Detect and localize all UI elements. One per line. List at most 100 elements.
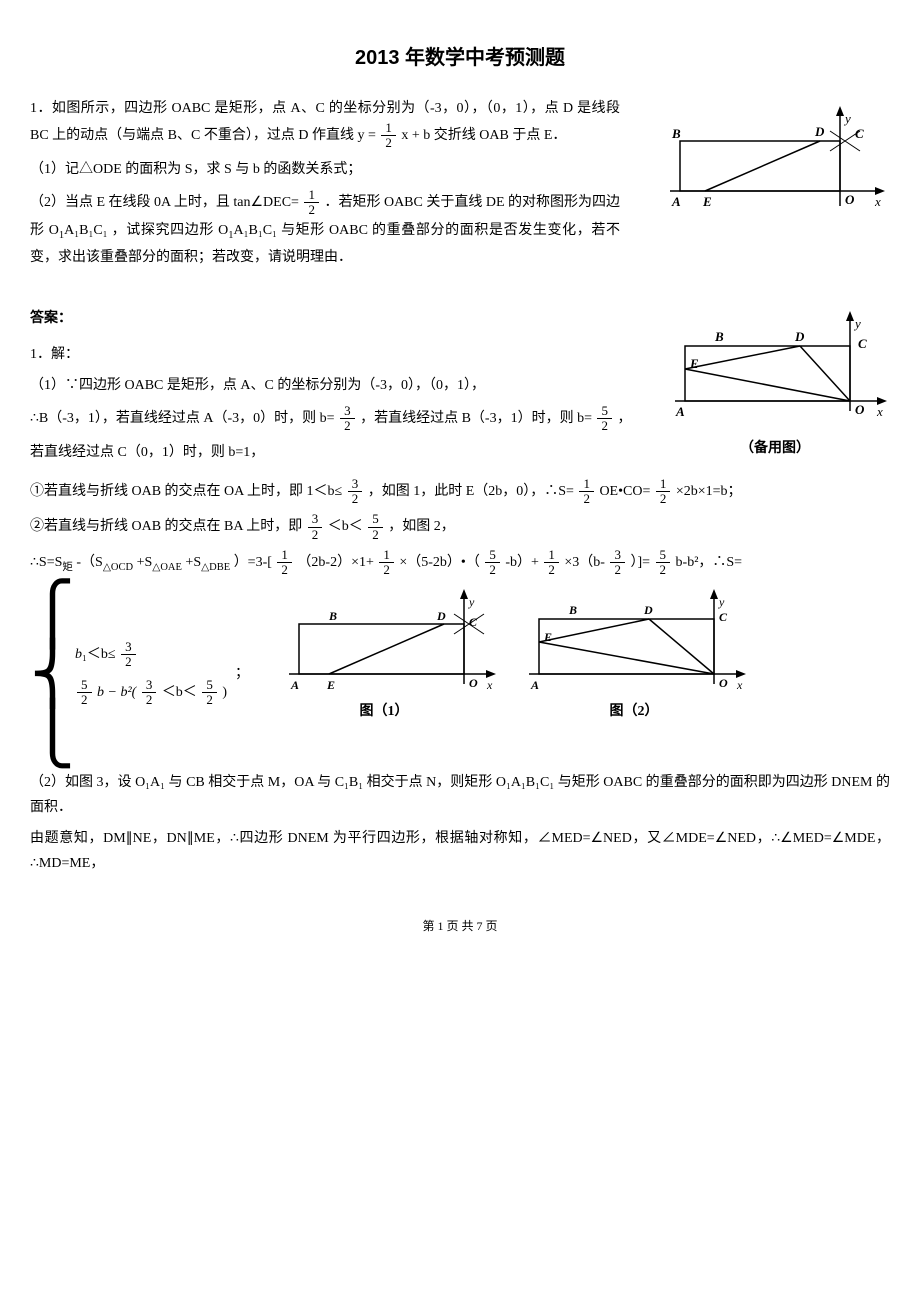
p1-tail: 交折线 OAB 于点 E．	[434, 128, 567, 143]
fig2-caption: 图（2）	[609, 699, 658, 724]
seq-f: ×3（b-	[564, 555, 608, 570]
frac-5-2d: 5 2	[656, 548, 671, 578]
seq-h: b-b²，∴S=	[676, 555, 743, 570]
a1-2c: ，	[617, 411, 631, 426]
seq-s4: △DBE	[201, 562, 230, 573]
svg-text:O: O	[719, 676, 728, 690]
frac-1-2c: 1 2	[579, 477, 594, 507]
a1-2b: ，若直线经过点 B（-3，1）时，则 b=	[360, 411, 595, 426]
q2-sub2: A₁B₁C₁	[234, 223, 277, 238]
svg-text:x: x	[736, 678, 743, 692]
svg-text:C: C	[469, 615, 478, 629]
svg-text:A: A	[290, 678, 299, 692]
svg-text:y: y	[718, 595, 725, 609]
seq-a: ∴S=S	[30, 555, 62, 570]
figure-top: y x O A B C D E	[630, 96, 890, 235]
svg-text:E: E	[326, 678, 335, 692]
brace-sys: ⎧⎨⎩ b₁＜b≤ 3 2 5 2 b − b²( 3 2 ＜b＜	[30, 584, 249, 764]
fig1-caption: 图（1）	[359, 699, 408, 724]
svg-text:E: E	[689, 356, 699, 371]
frac-1-2g: 1 2	[544, 548, 559, 578]
a1-case2: ②若直线与折线 OAB 的交点在 BA 上时，即 3 2 ＜b＜ 5 2 ，如图…	[30, 512, 890, 542]
sys-frac-5-2b: 5 2	[202, 678, 217, 708]
a1-s-eq: ∴S=S矩 -（S△OCD +S△OAE +S△DBE ）=3-[ 1 2 （2…	[30, 548, 890, 578]
frac-1-2e: 1 2	[277, 548, 292, 578]
a2-1: （2）如图 3，设 O₁A₁ 与 CB 相交于点 M，OA 与 C₁B₁ 相交于…	[30, 770, 890, 820]
frac-3-2c: 3 2	[308, 512, 323, 542]
svg-text:x: x	[876, 404, 883, 419]
seq-p1: +S	[137, 555, 153, 570]
a1-c2c: ，如图 2，	[388, 519, 455, 534]
seq-e: -b）+	[505, 555, 542, 570]
frac-1-2-b: 1 2	[304, 188, 319, 218]
seq-s1: 矩	[62, 562, 73, 573]
brace-left: ⎧⎨⎩	[30, 584, 75, 764]
svg-text:O: O	[855, 402, 865, 417]
a1-c2b: ＜b＜	[328, 519, 367, 534]
sys-frac-3-2b: 3 2	[142, 678, 157, 708]
sys-l2c: )	[222, 685, 227, 700]
svg-text:E: E	[702, 194, 712, 209]
seq-c: （2b-2）×1+	[297, 555, 377, 570]
a1-c2a: ②若直线与折线 OAB 的交点在 BA 上时，即	[30, 519, 306, 534]
frac-1-2f: 1 2	[379, 548, 394, 578]
sys-semi: ；	[235, 661, 249, 686]
frac-5-2: 5 2	[597, 404, 612, 434]
seq-b: ）=3-[	[234, 555, 276, 570]
frac-5-2c: 5 2	[485, 548, 500, 578]
a1-c1c: OE•CO=	[599, 484, 653, 499]
sys-frac-5-2: 5 2	[77, 678, 92, 708]
svg-text:C: C	[719, 610, 728, 624]
sys-l2a: b − b²(	[97, 685, 136, 700]
svg-text:B: B	[671, 126, 681, 141]
seq-s3: △OAE	[152, 562, 182, 573]
frac-1-2d: 1 2	[656, 477, 671, 507]
svg-text:O: O	[845, 192, 855, 207]
figure-top-svg: y x O A B C D E	[630, 96, 890, 226]
seq-mid: -（S	[76, 555, 102, 570]
q2-sub: A₁B₁C₁	[64, 223, 107, 238]
page-title: 2013 年数学中考预测题	[30, 40, 890, 76]
frac-1-2: 1 2	[381, 121, 396, 151]
sys-line2: 5 2 b − b²( 3 2 ＜b＜ 5 2 )	[75, 678, 227, 708]
a1-c1b: ，如图 1，此时 E（2b，0），∴S=	[368, 484, 578, 499]
svg-text:D: D	[436, 609, 446, 623]
svg-text:C: C	[858, 336, 867, 351]
svg-text:A: A	[675, 404, 685, 419]
svg-text:x: x	[486, 678, 493, 692]
frac-3-2: 3 2	[340, 404, 355, 434]
q2c: ，试探究四边形 O	[112, 223, 229, 238]
svg-text:D: D	[643, 603, 653, 617]
frac-5-2b: 5 2	[368, 512, 383, 542]
figure-spare-svg: y x O A B C D E	[660, 306, 890, 436]
svg-text:C: C	[855, 126, 864, 141]
sys-l2b: ＜b＜	[162, 685, 197, 700]
eq-y2: x + b	[401, 128, 430, 143]
svg-text:E: E	[543, 630, 552, 644]
svg-text:y: y	[843, 111, 851, 126]
svg-text:D: D	[794, 329, 805, 344]
sys-line1: b₁＜b≤ 3 2	[75, 640, 227, 670]
seq-d: ×（5-2b）•（	[399, 555, 479, 570]
frac-3-2d: 3 2	[610, 548, 625, 578]
a2-2: 由题意知，DM∥NE，DN∥ME，∴四边形 DNEM 为平行四边形，根据轴对称知…	[30, 826, 890, 876]
frac-3-2b: 3 2	[348, 477, 363, 507]
fig-spare-caption: （备用图）	[740, 436, 810, 461]
svg-text:B: B	[568, 603, 577, 617]
eq-y: y =	[357, 128, 379, 143]
svg-text:A: A	[530, 678, 539, 692]
a1-2a: ∴B（-3，1），若直线经过点 A（-3，0）时，则 b=	[30, 411, 338, 426]
sys-l1b: ₁＜b≤	[82, 647, 116, 662]
a1-c1d: ×2b×1=b；	[676, 484, 742, 499]
svg-text:O: O	[469, 676, 478, 690]
seq-s2: △OCD	[103, 562, 133, 573]
q2a: （2）当点 E 在线段 0A 上时，且 tan∠DEC=	[30, 195, 302, 210]
svg-text:D: D	[814, 124, 825, 139]
row-sys-figs: ⎧⎨⎩ b₁＜b≤ 3 2 5 2 b − b²( 3 2 ＜b＜	[30, 584, 890, 764]
figure-2: y x O A B C D E 图（2）	[519, 584, 749, 724]
svg-text:y: y	[853, 316, 861, 331]
figure-spare: y x O A B C D E （备用图）	[660, 306, 890, 461]
svg-text:A: A	[671, 194, 681, 209]
svg-text:B: B	[328, 609, 337, 623]
svg-text:y: y	[468, 595, 475, 609]
